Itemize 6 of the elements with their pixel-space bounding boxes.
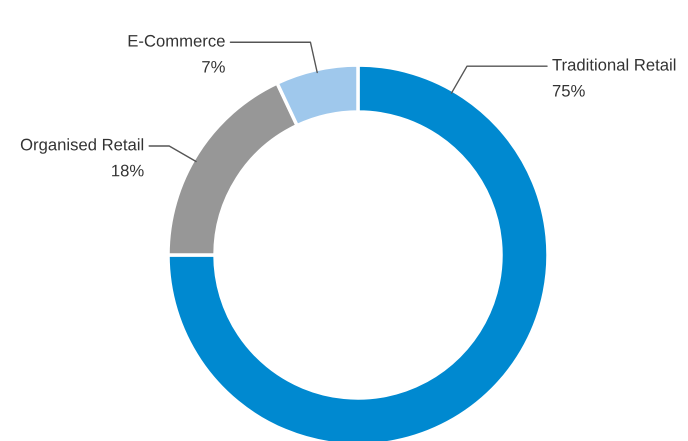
slice-label: Organised Retail bbox=[20, 138, 144, 154]
slice-label: E-Commerce bbox=[128, 34, 225, 47]
data-label: 7% bbox=[202, 60, 225, 73]
data-label: 18% bbox=[112, 164, 144, 176]
data-label: 75% bbox=[552, 84, 585, 97]
slice-label: Traditional Retail bbox=[552, 58, 676, 71]
